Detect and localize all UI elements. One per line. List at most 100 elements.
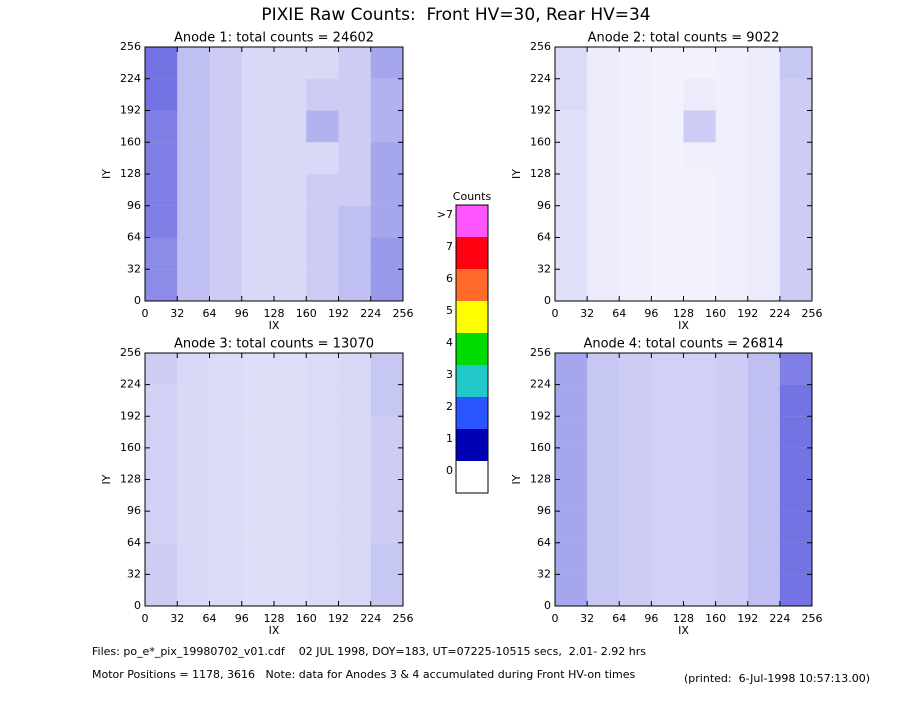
heat-cell bbox=[274, 110, 307, 143]
heat-cell bbox=[370, 78, 403, 111]
heat-cell bbox=[177, 353, 210, 385]
heat-cell bbox=[747, 353, 780, 385]
heat-cell bbox=[747, 479, 780, 512]
heat-cell bbox=[306, 353, 339, 385]
heat-cell bbox=[306, 574, 339, 606]
y-tick-label: 256 bbox=[120, 40, 141, 53]
heat-cell bbox=[274, 237, 307, 270]
heat-cell bbox=[779, 174, 812, 206]
x-tick-label: 192 bbox=[328, 307, 349, 320]
heat-cell bbox=[651, 416, 684, 448]
x-tick-label: 256 bbox=[393, 307, 414, 320]
heat-cell bbox=[619, 237, 652, 270]
colorbar-label: 1 bbox=[446, 432, 453, 445]
heat-cell bbox=[370, 205, 403, 238]
heat-cell bbox=[241, 205, 274, 238]
y-tick-label: 128 bbox=[120, 473, 141, 486]
heat-cell bbox=[587, 542, 620, 575]
heat-cell bbox=[209, 237, 242, 270]
heat-cell bbox=[779, 384, 812, 417]
y-tick-label: 32 bbox=[127, 262, 141, 275]
heat-cell bbox=[747, 47, 780, 79]
heat-cell bbox=[619, 110, 652, 143]
heat-cell bbox=[241, 237, 274, 270]
heat-cell bbox=[555, 447, 588, 480]
x-tick-label: 160 bbox=[296, 612, 317, 625]
y-tick-label: 224 bbox=[530, 72, 551, 85]
heat-cell bbox=[306, 384, 339, 417]
heat-cell bbox=[338, 416, 371, 448]
x-tick-label: 256 bbox=[802, 307, 823, 320]
y-tick-label: 256 bbox=[120, 346, 141, 359]
y-tick-label: 160 bbox=[530, 135, 551, 148]
heat-cell bbox=[370, 416, 403, 448]
heat-cell bbox=[747, 542, 780, 575]
heat-cell bbox=[306, 511, 339, 543]
heat-cell bbox=[683, 205, 716, 238]
heat-cell bbox=[683, 110, 716, 143]
colorbar-swatch bbox=[456, 301, 488, 333]
x-tick-label: 256 bbox=[393, 612, 414, 625]
heat-cell bbox=[619, 174, 652, 206]
heat-cell bbox=[587, 574, 620, 606]
heat-cell bbox=[747, 205, 780, 238]
heat-cell bbox=[715, 174, 748, 206]
heat-cell bbox=[241, 47, 274, 79]
x-tick-label: 256 bbox=[802, 612, 823, 625]
x-tick-label: 160 bbox=[296, 307, 317, 320]
x-tick-label: 128 bbox=[264, 307, 285, 320]
heat-cell bbox=[145, 110, 178, 143]
heat-cell bbox=[715, 479, 748, 512]
x-tick-label: 0 bbox=[552, 612, 559, 625]
colorbar-frame bbox=[455, 204, 489, 494]
heat-cell bbox=[177, 542, 210, 575]
heat-cell bbox=[715, 110, 748, 143]
y-tick-label: 224 bbox=[530, 378, 551, 391]
x-tick-label: 224 bbox=[360, 307, 381, 320]
heat-cell bbox=[651, 174, 684, 206]
y-tick-label: 192 bbox=[120, 104, 141, 117]
heat-cell bbox=[338, 174, 371, 206]
heat-cell bbox=[651, 237, 684, 270]
x-tick-label: 64 bbox=[612, 307, 626, 320]
heat-cell bbox=[274, 142, 307, 174]
heat-cell bbox=[177, 384, 210, 417]
heat-cell bbox=[241, 479, 274, 512]
heat-cell bbox=[587, 205, 620, 238]
x-tick-label: 224 bbox=[769, 612, 790, 625]
heat-cell bbox=[555, 542, 588, 575]
heat-cell bbox=[209, 353, 242, 385]
x-tick-label: 32 bbox=[580, 307, 594, 320]
heat-cell bbox=[779, 542, 812, 575]
heat-cell bbox=[555, 78, 588, 111]
heat-cell bbox=[306, 416, 339, 448]
heat-cell bbox=[587, 78, 620, 111]
heat-cell bbox=[555, 384, 588, 417]
heat-cell bbox=[747, 416, 780, 448]
x-axis-label: IX bbox=[678, 624, 689, 637]
y-tick-label: 192 bbox=[120, 409, 141, 422]
y-tick-label: 64 bbox=[127, 231, 141, 244]
heat-cell bbox=[338, 237, 371, 270]
y-tick-label: 96 bbox=[127, 504, 141, 517]
heat-cell bbox=[209, 205, 242, 238]
heat-cell bbox=[715, 574, 748, 606]
heat-cell bbox=[241, 542, 274, 575]
heat-cell bbox=[370, 574, 403, 606]
x-tick-label: 32 bbox=[580, 612, 594, 625]
heat-cell bbox=[555, 47, 588, 79]
heat-cell bbox=[274, 384, 307, 417]
heat-cell bbox=[145, 416, 178, 448]
heat-cell bbox=[145, 47, 178, 79]
heat-cell bbox=[555, 416, 588, 448]
heat-cell bbox=[370, 542, 403, 575]
heat-cell bbox=[715, 142, 748, 174]
y-tick-label: 32 bbox=[127, 567, 141, 580]
heat-cell bbox=[587, 384, 620, 417]
heat-cell bbox=[306, 110, 339, 143]
x-axis-label: IX bbox=[269, 319, 280, 332]
heat-cell bbox=[651, 574, 684, 606]
heat-cell bbox=[209, 447, 242, 480]
heat-cell bbox=[715, 47, 748, 79]
colorbar-swatch bbox=[456, 461, 488, 493]
